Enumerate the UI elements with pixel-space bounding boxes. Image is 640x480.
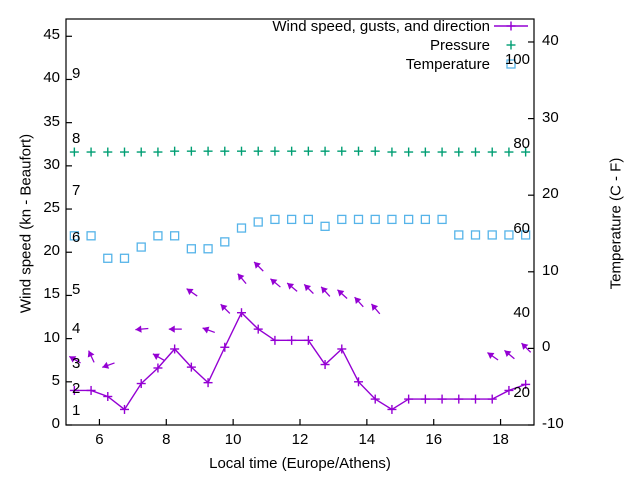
gust-arrow-head — [202, 326, 210, 334]
gust-arrow-head — [135, 325, 142, 333]
fahrenheit-label-40: 40 — [513, 303, 530, 321]
y-tick-label-25: 25 — [43, 199, 60, 217]
beaufort-label-8: 8 — [72, 129, 81, 147]
beaufort-label-2: 2 — [72, 380, 81, 398]
x-tick-label-18: 18 — [492, 431, 509, 448]
temperature-point — [153, 231, 163, 241]
temperature-point — [337, 214, 347, 225]
x-tick-label-6: 6 — [95, 431, 104, 448]
y-tick-label-10: 10 — [43, 328, 60, 346]
gust-arrow-head — [152, 353, 160, 360]
legend-item-temperature-label: Temperature — [405, 56, 490, 73]
y-tick-label-15: 15 — [43, 285, 60, 303]
gust-arrow-head — [521, 343, 529, 350]
fahrenheit-label-60: 60 — [513, 219, 530, 237]
temperature-point — [387, 214, 397, 225]
fahrenheit-label-100: 100 — [504, 51, 530, 69]
fahrenheit-label-20: 20 — [513, 384, 530, 402]
gust-arrow-head — [220, 304, 228, 312]
y-axis-title: Wind speed (kn - Beaufort) — [17, 133, 35, 314]
gust-arrow-head — [354, 297, 362, 305]
temperature-point — [487, 230, 497, 240]
gust-arrow-head — [287, 283, 295, 290]
beaufort-label-5: 5 — [72, 281, 81, 299]
legend-item-pressure-label: Pressure — [429, 37, 490, 54]
legend-temperature-marker — [506, 59, 516, 69]
y-tick-label-35: 35 — [43, 112, 60, 130]
temperature-point — [119, 253, 130, 263]
y2-axis-title: Temperature (C - F) — [607, 157, 625, 290]
beaufort-label-1: 1 — [72, 402, 81, 420]
beaufort-label-4: 4 — [72, 319, 81, 337]
temperature-point — [303, 214, 314, 225]
temperature-point — [470, 230, 481, 240]
y2-tick-label-0: 0 — [542, 338, 551, 356]
temperature-point — [270, 214, 280, 225]
gust-arrow-head — [270, 278, 278, 286]
temperature-point — [186, 244, 197, 254]
gust-arrow-head — [371, 303, 379, 311]
gust-arrow-head — [87, 350, 95, 358]
gust-arrow-head — [337, 289, 345, 297]
x-tick-label-16: 16 — [425, 431, 443, 448]
gust-arrow-head — [254, 261, 261, 269]
y2-tick-label-40: 40 — [542, 31, 559, 49]
fahrenheit-label-80: 80 — [513, 135, 530, 153]
temperature-point — [69, 231, 80, 241]
y2-tick-label-20: 20 — [542, 185, 559, 203]
gust-arrow-head — [304, 284, 312, 292]
temperature-point — [253, 217, 263, 227]
gust-arrow-head — [69, 356, 77, 363]
temperature-point — [370, 214, 380, 225]
temperature-point — [520, 230, 531, 240]
gust-arrow-head — [186, 288, 194, 296]
temperature-point — [320, 221, 330, 231]
plot-frame — [65, 18, 535, 426]
beaufort-label-7: 7 — [72, 181, 81, 199]
y-tick-label-30: 30 — [43, 155, 60, 173]
temperature-point — [420, 214, 431, 225]
temperature-point — [437, 214, 447, 225]
y2-tick-label-10: 10 — [542, 261, 559, 279]
x-tick-label-12: 12 — [291, 431, 309, 448]
x-tick-label-14: 14 — [358, 431, 376, 448]
temperature-point — [169, 231, 180, 241]
temperature-point — [203, 244, 213, 254]
gust-arrow-head — [504, 350, 512, 358]
temperature-point — [86, 231, 96, 241]
temperature-point — [504, 230, 514, 240]
y-tick-label-5: 5 — [51, 371, 60, 389]
x-tick-label-8: 8 — [162, 431, 171, 448]
y-tick-label-20: 20 — [43, 242, 60, 260]
wind-speed-line — [74, 311, 526, 411]
y2-tick-label-30: 30 — [542, 108, 559, 126]
x-axis-title: Local time (Europe/Athens) — [209, 455, 391, 472]
temperature-point — [103, 253, 113, 263]
gust-arrow-head — [102, 361, 110, 369]
gust-arrow-head — [237, 273, 245, 281]
temperature-point — [286, 214, 297, 225]
gust-arrow-head — [321, 286, 328, 294]
temperature-point — [353, 214, 364, 225]
temperature-point — [220, 237, 230, 247]
beaufort-label-3: 3 — [72, 354, 81, 372]
gust-arrow-head — [487, 352, 495, 359]
y-tick-label-40: 40 — [43, 69, 60, 87]
y-tick-label-0: 0 — [51, 415, 60, 432]
y2-tick-label--10: -10 — [542, 415, 564, 432]
temperature-point — [454, 230, 464, 240]
y-tick-label-45: 45 — [43, 26, 60, 44]
beaufort-label-9: 9 — [72, 65, 81, 83]
beaufort-label-6: 6 — [72, 229, 81, 247]
legend-item-wind-label: Wind speed, gusts, and direction — [272, 18, 490, 35]
gust-arrow-head — [168, 325, 175, 333]
temperature-point — [136, 242, 146, 252]
temperature-point — [403, 214, 414, 225]
x-tick-label-10: 10 — [224, 431, 242, 448]
temperature-point — [236, 223, 247, 233]
